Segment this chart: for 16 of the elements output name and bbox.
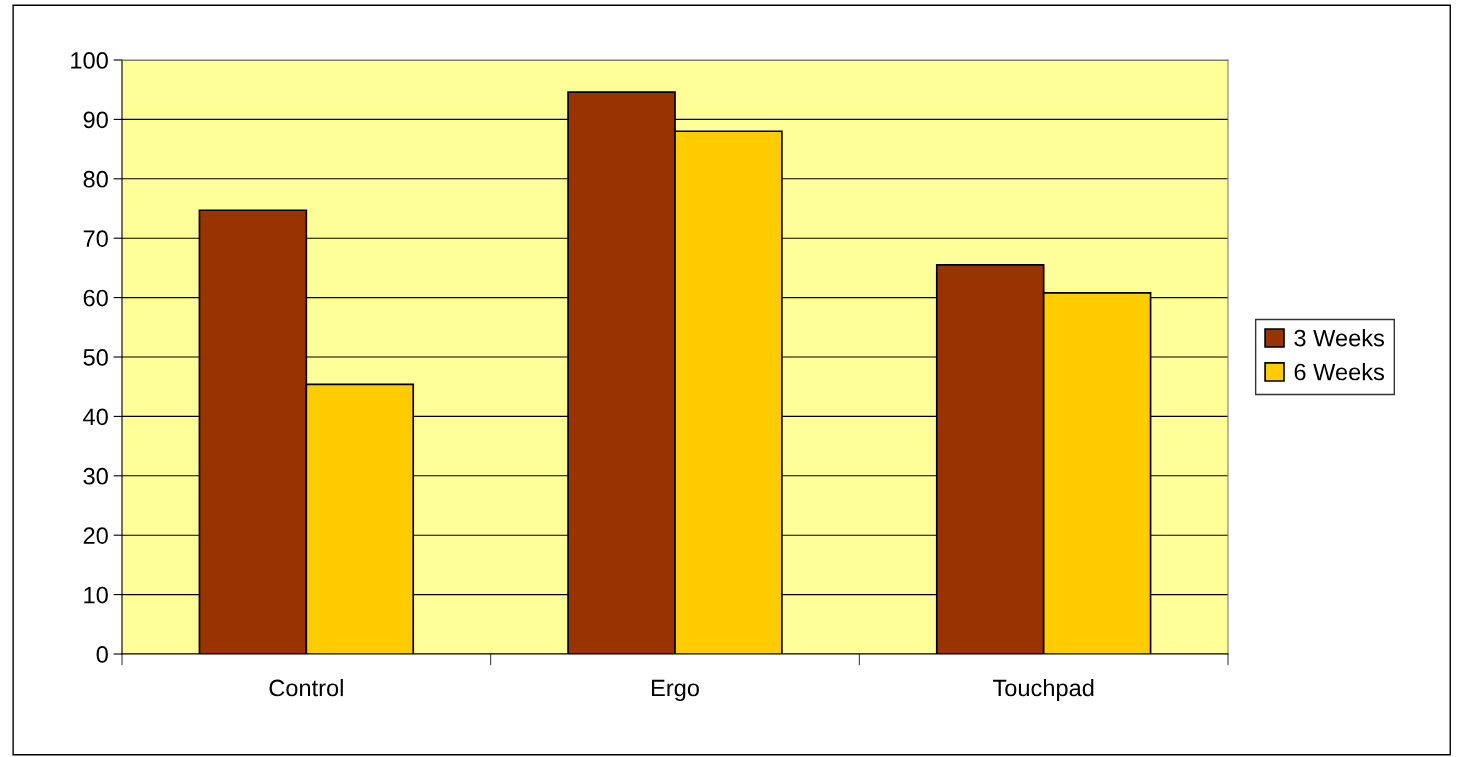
legend-label: 3 Weeks [1294,329,1385,347]
y-tick-label: 30 [83,467,108,485]
legend-label: 6 Weeks [1294,363,1385,381]
x-tick-label: Ergo [652,679,699,702]
y-tick-label: 20 [83,527,108,544]
y-tick-label: 50 [83,349,108,366]
y-tick-label: 40 [83,408,108,426]
y-tick-label: 60 [83,289,108,307]
y-tick-label: 0 [96,646,108,663]
x-tick-label: Control [269,679,343,697]
x-tick-label: Touchpad [993,679,1094,702]
y-tick-label: 80 [83,170,108,188]
y-tick-label: 70 [83,230,108,247]
y-tick-label: 100 [71,52,108,69]
y-tick-label: 90 [83,111,108,129]
y-tick-label: 10 [84,586,108,604]
